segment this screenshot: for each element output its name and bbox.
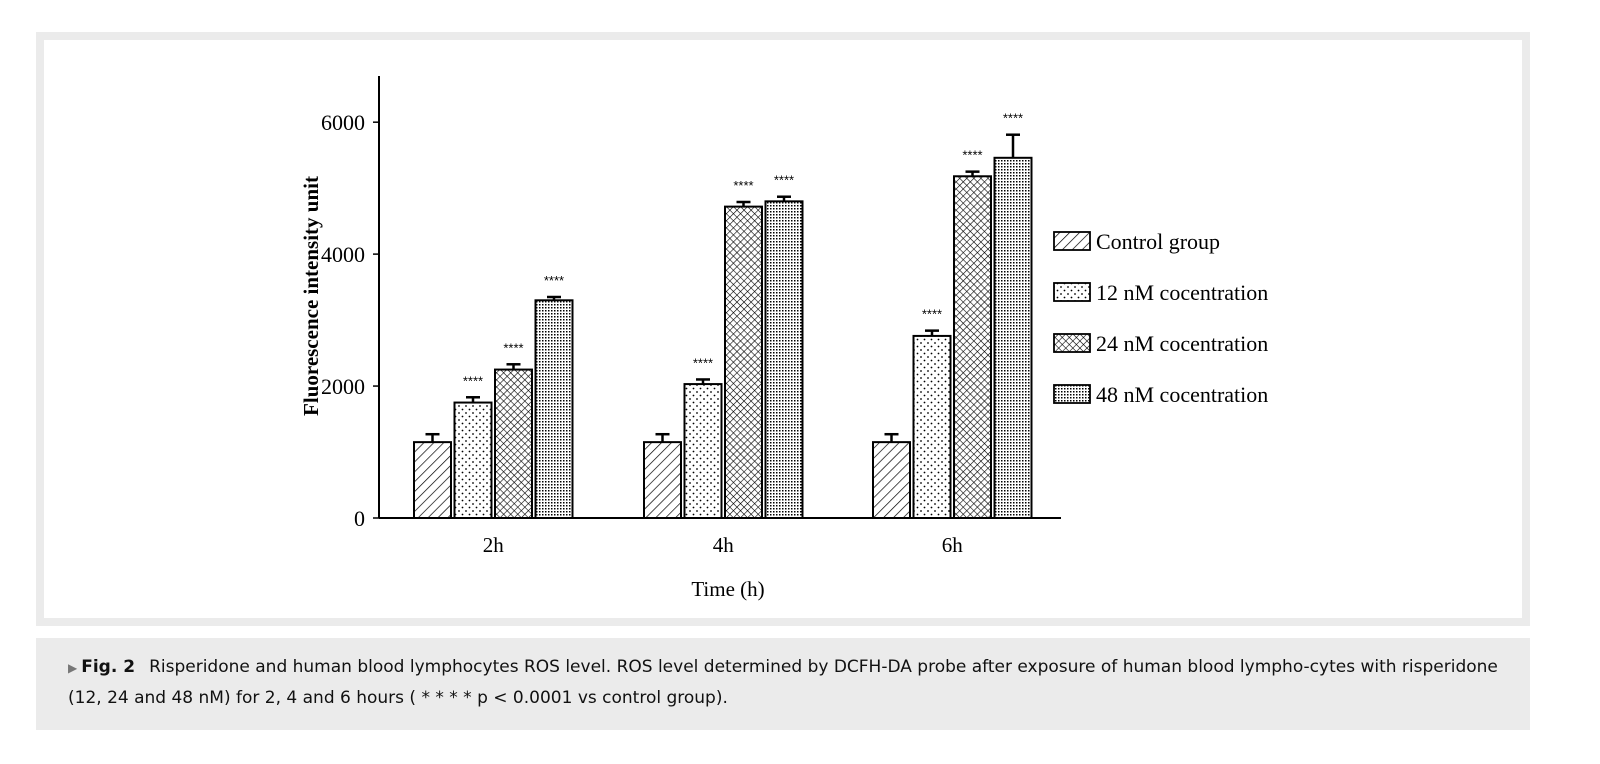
significance-label: **** <box>733 178 753 193</box>
bar <box>912 334 952 519</box>
significance-label: **** <box>962 148 982 163</box>
legend-swatch <box>1053 333 1091 353</box>
bar <box>724 205 763 519</box>
caption-label: Fig. 2 <box>81 657 136 677</box>
x-tick-label: 6h <box>942 533 964 557</box>
legend-swatch <box>1053 282 1091 302</box>
bar <box>872 441 911 520</box>
y-axis-label: Fluorescence intensity unit <box>299 176 323 416</box>
figure-caption: ▶ Fig. 2 Risperidone and human blood lymph… <box>36 638 1530 730</box>
significance-label: **** <box>693 355 713 370</box>
y-tick-label: 6000 <box>321 110 365 135</box>
legend-label: 12 nM cocentration <box>1096 280 1268 305</box>
bar <box>764 200 804 519</box>
legend-label: 24 nM cocentration <box>1096 331 1268 356</box>
x-axis-label: Time (h) <box>691 577 764 601</box>
significance-label: **** <box>503 340 523 355</box>
figure-panel: Fluorescence intensity unit Time (h) 0 20… <box>36 32 1530 626</box>
x-tick-label: 2h <box>483 533 505 557</box>
bar <box>534 299 574 519</box>
bar <box>993 156 1033 520</box>
x-tick-label: 4h <box>713 533 735 557</box>
caption-marker: ▶ <box>68 661 78 675</box>
bar <box>643 441 682 520</box>
bar <box>413 441 452 520</box>
bar-chart: Fluorescence intensity unit Time (h) 0 20… <box>299 76 1268 601</box>
significance-label: **** <box>922 307 942 322</box>
y-tick-label: 2000 <box>321 374 365 399</box>
legend-swatch <box>1053 384 1091 404</box>
legend-label: Control group <box>1096 229 1220 254</box>
bar <box>683 383 723 519</box>
significance-label: **** <box>1003 111 1023 126</box>
y-tick-label: 0 <box>354 506 365 531</box>
bar <box>453 401 493 520</box>
y-tick-label: 4000 <box>321 242 365 267</box>
significance-label: **** <box>774 173 794 188</box>
significance-label: **** <box>544 273 564 288</box>
legend-label: 48 nM cocentration <box>1096 382 1268 407</box>
bar <box>494 368 533 519</box>
legend-swatch <box>1053 231 1091 251</box>
caption-text: Risperidone and human blood lymphocytes … <box>68 657 1498 708</box>
significance-label: **** <box>463 373 483 388</box>
bar <box>953 175 992 519</box>
